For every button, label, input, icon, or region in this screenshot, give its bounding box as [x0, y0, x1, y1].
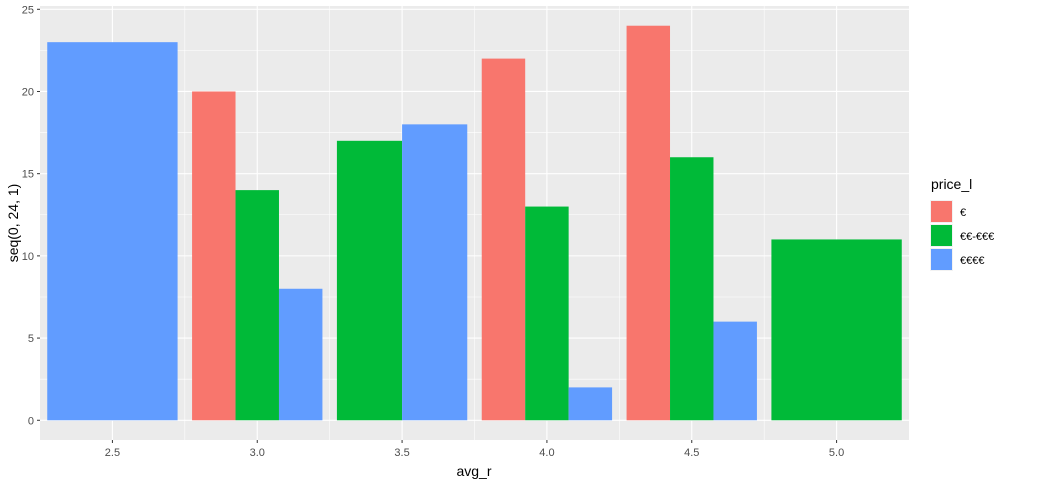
bar: [525, 206, 569, 421]
y-tick-label: 5: [28, 333, 34, 345]
x-tick-label: 2.5: [105, 447, 120, 459]
bar: [192, 91, 236, 421]
bar: [47, 42, 178, 421]
bar: [771, 239, 902, 421]
x-tick-label: 5.0: [829, 447, 844, 459]
bar: [626, 25, 671, 421]
y-tick-label: 10: [22, 251, 34, 263]
y-tick-label: 25: [22, 4, 34, 16]
minor-gridlines: [40, 6, 909, 440]
bar: [713, 321, 757, 421]
y-axis-title: seq(0, 24, 1): [5, 184, 21, 263]
x-tick-label: 3.0: [250, 447, 265, 459]
y-axis: 0 5 10 15 20 25: [22, 4, 40, 427]
legend-label: €: [960, 207, 966, 219]
bar: [568, 387, 613, 421]
y-tick-label: 15: [22, 169, 34, 181]
legend-title: price_l: [931, 176, 972, 192]
legend-label: €€-€€€: [960, 231, 994, 243]
legend-label: €€€€: [960, 255, 984, 267]
legend-swatch: [931, 225, 952, 246]
legend: price_l € €€-€€€ €€€€: [930, 176, 994, 271]
bar: [235, 190, 279, 421]
x-tick-label: 4.0: [539, 447, 554, 459]
y-tick-label: 0: [28, 415, 34, 427]
x-axis: 2.5 3.0 3.5 4.0 4.5 5.0: [105, 440, 844, 459]
x-tick-label: 4.5: [684, 447, 699, 459]
x-axis-title: avg_r: [456, 463, 491, 479]
bar: [278, 288, 323, 421]
bar: [481, 58, 526, 421]
bars: [47, 25, 902, 421]
x-tick-label: 3.5: [394, 447, 409, 459]
bar: [402, 124, 468, 421]
y-tick-label: 20: [22, 86, 34, 98]
bar: [670, 157, 714, 421]
bar: [336, 140, 403, 421]
legend-swatch: [931, 249, 952, 270]
legend-swatch: [931, 201, 952, 222]
